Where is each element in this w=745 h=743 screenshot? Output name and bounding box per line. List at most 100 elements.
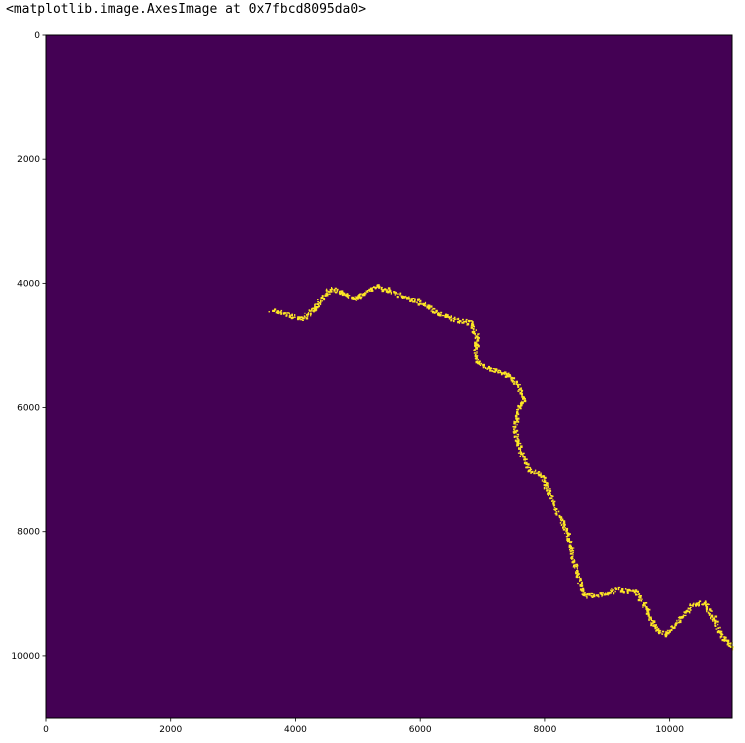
feature-pixel [474,336,477,340]
feature-pixel [363,293,365,295]
feature-pixel [573,559,575,562]
feature-pixel [580,578,582,580]
feature-pixel [356,297,359,300]
feature-pixel [517,452,521,454]
feature-pixel [333,289,336,292]
feature-pixel [655,629,657,632]
feature-pixel [714,625,717,627]
river-feature [268,284,734,651]
feature-pixel [581,593,584,595]
feature-pixel [513,429,516,431]
feature-pixel [644,602,648,604]
feature-pixel [678,616,682,619]
feature-pixel [467,323,470,326]
feature-pixel [607,593,609,596]
feature-pixel [657,629,659,631]
feature-pixel [656,626,658,629]
feature-pixel [441,314,445,317]
feature-pixel [346,293,349,296]
feature-pixel [716,620,719,623]
feature-pixel [576,564,579,567]
feature-pixel [634,589,638,591]
feature-pixel [475,353,477,357]
feature-pixel [452,319,455,323]
feature-pixel [489,367,492,370]
feature-pixel [475,329,477,331]
feature-pixel [477,355,479,357]
feature-pixel [321,296,324,299]
feature-pixel [516,419,518,421]
feature-pixel [523,458,525,461]
feature-pixel [466,323,468,326]
feature-pixel [576,575,578,578]
feature-pixel [519,384,521,386]
feature-pixel [692,604,694,606]
feature-pixel [527,470,530,473]
feature-pixel [565,535,569,538]
feature-pixel [544,484,548,487]
feature-pixel [714,615,718,618]
feature-pixel [553,504,555,507]
feature-pixel [423,302,426,306]
feature-pixel [661,633,664,635]
feature-pixel [473,349,475,351]
feature-pixel [412,298,415,299]
feature-pixel [586,596,588,599]
feature-pixel [523,458,526,461]
feature-pixel [373,287,376,289]
feature-pixel [601,593,604,596]
feature-pixel [560,519,563,522]
feature-pixel [569,549,571,551]
feature-pixel [306,316,308,318]
feature-pixel [384,288,387,291]
feature-pixel [444,315,447,318]
feature-pixel [465,320,467,323]
feature-pixel [475,356,478,359]
feature-pixel [514,428,516,430]
feature-pixel [614,590,616,593]
feature-pixel [380,288,382,290]
feature-pixel [654,624,657,626]
feature-pixel [525,466,528,469]
feature-pixel [419,302,422,305]
feature-pixel [473,332,475,335]
feature-pixel [602,592,604,594]
feature-pixel [286,314,288,317]
feature-pixel [343,292,346,295]
feature-pixel [654,627,657,630]
feature-pixel [516,409,518,411]
feature-pixel [476,335,478,338]
feature-pixel [317,299,319,301]
feature-pixel [544,480,546,484]
feature-pixel [510,376,513,379]
feature-pixel [651,620,655,622]
feature-pixel [374,286,378,289]
feature-pixel [396,296,399,299]
feature-pixel [330,290,333,293]
feature-pixel [568,533,571,535]
feature-pixel [351,296,355,300]
feature-pixel [705,601,707,604]
feature-pixel [719,636,721,639]
feature-pixel [713,618,716,621]
feature-pixel [516,444,518,447]
feature-pixel [512,431,515,433]
feature-pixel [565,527,569,530]
feature-pixel [476,339,480,342]
feature-pixel [543,487,546,490]
feature-pixel [373,286,375,288]
feature-pixel [314,306,317,309]
feature-pixel [537,471,541,473]
feature-pixel [400,295,402,297]
feature-pixel [571,555,574,558]
feature-pixel [474,342,476,344]
feature-pixel [548,488,551,490]
feature-pixel [726,639,728,642]
feature-pixel [518,405,521,409]
feature-pixel [513,432,515,434]
feature-pixel [459,320,461,323]
feature-pixel [634,591,636,593]
feature-pixel [304,312,306,314]
x-tick-label: 8000 [533,725,556,735]
feature-pixel [320,299,322,303]
